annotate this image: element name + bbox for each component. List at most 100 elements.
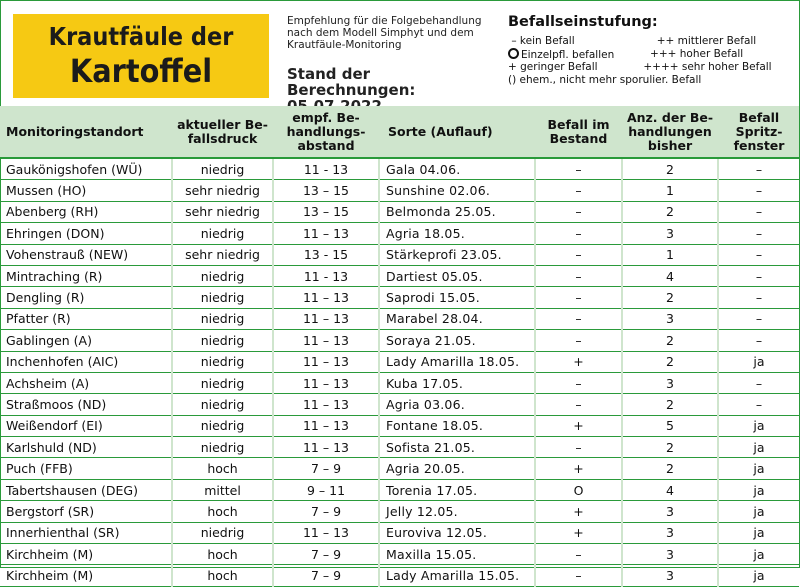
cell-location: Innerhienthal (SR) — [0, 522, 172, 545]
cell-spray-window: – — [717, 329, 799, 352]
cell-pressure: niedrig — [171, 308, 273, 331]
cell-pressure: niedrig — [171, 415, 273, 438]
cell-infestation: O — [534, 479, 622, 502]
cell-interval: 11 - 13 — [272, 158, 379, 181]
cell-variety: Belmonda 25.05. — [378, 201, 535, 224]
cell-interval: 13 – 15 — [272, 179, 379, 202]
cell-interval: 13 – 15 — [272, 201, 379, 224]
cell-pressure: hoch — [171, 543, 273, 566]
cell-spray-window: – — [717, 158, 799, 181]
cell-location: Vohenstrauß (NEW) — [0, 244, 172, 266]
cell-pressure: niedrig — [171, 265, 273, 288]
cell-spray-window: – — [717, 372, 799, 395]
table-row: Mussen (HO) sehr niedrig 13 – 15 Sunshine 0… — [0, 179, 799, 202]
table-row: Abenberg (RH) sehr niedrig 13 – 15 Belmonda… — [0, 201, 799, 224]
cell-variety: Saprodi 15.05. — [378, 286, 535, 309]
cell-treatments: 2 — [621, 457, 718, 480]
recommendation-line: Empfehlung für die Folgebehandlung — [287, 15, 482, 27]
cell-spray-window: – — [717, 308, 799, 331]
cell-variety: Torenia 17.05. — [378, 479, 535, 502]
cell-spray-window: ja — [717, 351, 799, 373]
cell-location: Puch (FFB) — [0, 457, 172, 480]
legend-note: () ehem., nicht mehr sporulier. Befall — [508, 73, 702, 86]
cell-treatments: 2 — [621, 436, 718, 459]
cell-pressure: niedrig — [171, 286, 273, 309]
cell-variety: Fontane 18.05. — [378, 415, 535, 438]
cell-variety: Marabel 28.04. — [378, 308, 535, 331]
cell-spray-window: – — [717, 393, 799, 416]
table-row: Achsheim (A) niedrig 11 – 13 Kuba 17.05. –3– — [0, 372, 799, 395]
table-row: Karlshuld (ND) niedrig 11 – 13 Sofista 21.0… — [0, 436, 799, 459]
cell-variety: Dartiest 05.05. — [378, 265, 535, 288]
table-row: Dengling (R) niedrig 11 – 13 Saprodi 15.05.… — [0, 286, 799, 309]
table-row: Innerhienthal (SR) niedrig 11 – 13 Euroviva… — [0, 522, 799, 545]
cell-spray-window: ja — [717, 479, 799, 502]
cell-interval: 11 – 13 — [272, 393, 379, 416]
cell-treatments: 3 — [621, 222, 718, 245]
cell-infestation: – — [534, 564, 622, 587]
cell-interval: 11 – 13 — [272, 522, 379, 545]
cell-interval: 7 – 9 — [272, 457, 379, 480]
cell-spray-window: – — [717, 201, 799, 224]
cell-treatments: 3 — [621, 522, 718, 545]
cell-spray-window: – — [717, 286, 799, 309]
table-header-row: Monitoringstandort aktueller Be-fallsdru… — [0, 106, 799, 159]
cell-variety: Soraya 21.05. — [378, 329, 535, 352]
cell-location: Mussen (HO) — [0, 179, 172, 202]
cell-infestation: + — [534, 351, 622, 373]
legend-title: Befallseinstufung: — [508, 14, 658, 30]
cell-pressure: niedrig — [171, 351, 273, 373]
cell-interval: 11 – 13 — [272, 286, 379, 309]
cell-infestation: – — [534, 158, 622, 181]
column-header-befall: Befall im Bestand — [534, 106, 622, 159]
cell-infestation: – — [534, 543, 622, 566]
cell-interval: 11 – 13 — [272, 308, 379, 331]
cell-location: Kirchheim (M) — [0, 564, 172, 587]
cell-treatments: 3 — [621, 564, 718, 587]
cell-spray-window: ja — [717, 457, 799, 480]
cell-infestation: – — [534, 372, 622, 395]
cell-spray-window: – — [717, 179, 799, 202]
table-row: Kirchheim (M) hoch 7 – 9 Lady Amarilla 15.0… — [0, 564, 799, 587]
cell-treatments: 3 — [621, 543, 718, 566]
cell-infestation: + — [534, 415, 622, 438]
table-row: Pfatter (R) niedrig 11 – 13 Marabel 28.04. –… — [0, 308, 799, 331]
cell-infestation: + — [534, 500, 622, 523]
cell-pressure: niedrig — [171, 222, 273, 245]
cell-interval: 9 – 11 — [272, 479, 379, 502]
cell-interval: 7 – 9 — [272, 500, 379, 523]
cell-infestation: – — [534, 329, 622, 352]
cell-location: Karlshuld (ND) — [0, 436, 172, 459]
cell-infestation: – — [534, 179, 622, 202]
cell-variety: Sofista 21.05. — [378, 436, 535, 459]
column-header-fenster: Befall Spritz-fenster — [717, 106, 799, 159]
legend-item: + geringer Befall — [508, 61, 598, 73]
cell-spray-window: ja — [717, 543, 799, 566]
legend-item: ++++ sehr hoher Befall — [643, 61, 772, 73]
cell-infestation: – — [534, 244, 622, 266]
cell-treatments: 2 — [621, 158, 718, 181]
cell-pressure: sehr niedrig — [171, 179, 273, 202]
cell-treatments: 4 — [621, 479, 718, 502]
table-row: Inchenhofen (AIC) niedrig 11 – 13 Lady Amar… — [0, 351, 799, 373]
cell-spray-window: ja — [717, 500, 799, 523]
cell-variety: Kuba 17.05. — [378, 372, 535, 395]
table-row: Weißendorf (EI) niedrig 11 – 13 Fontane 18.… — [0, 415, 799, 438]
legend-grid: – kein Befall ++ mittlerer Befall Einzel… — [508, 35, 798, 74]
cell-spray-window: ja — [717, 522, 799, 545]
cell-treatments: 3 — [621, 372, 718, 395]
cell-interval: 13 - 15 — [272, 244, 379, 266]
cell-variety: Maxilla 15.05. — [378, 543, 535, 566]
cell-interval: 11 – 13 — [272, 436, 379, 459]
cell-variety: Euroviva 12.05. — [378, 522, 535, 545]
legend-item: +++ hoher Befall — [650, 47, 744, 60]
cell-pressure: niedrig — [171, 522, 273, 545]
legend: Befallseinstufung: – kein Befall ++ mitt… — [508, 13, 798, 86]
stand-label: Stand der Berechnungen: — [287, 65, 416, 99]
title-line-1: Krautfäule der — [48, 22, 234, 51]
cell-treatments: 2 — [621, 286, 718, 309]
cell-treatments: 3 — [621, 500, 718, 523]
cell-interval: 11 – 13 — [272, 222, 379, 245]
cell-infestation: – — [534, 265, 622, 288]
recommendation-line: Krautfäule-Monitoring — [287, 39, 402, 51]
